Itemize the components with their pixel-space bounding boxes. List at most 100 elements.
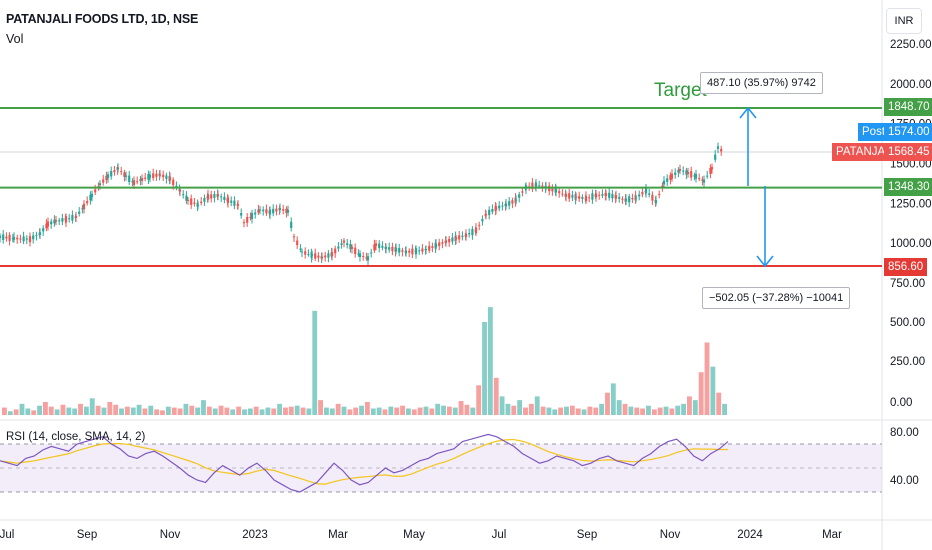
candle-body [123, 172, 126, 177]
candle-body [110, 170, 113, 177]
candle-body [50, 221, 53, 225]
candle-body [404, 250, 408, 254]
volume-bar [25, 408, 31, 415]
candle-body [474, 227, 478, 234]
volume-bar [2, 407, 7, 415]
candle-body [685, 170, 688, 175]
candle-body [45, 223, 48, 229]
candle-body [190, 198, 193, 205]
candle-body [148, 174, 152, 178]
candle-body [132, 180, 136, 186]
rsi-tick-label: 80.00 [890, 427, 919, 439]
candle-body [678, 168, 682, 171]
candle-body [265, 209, 268, 214]
candle-body [346, 243, 349, 246]
pane-backgrounds [0, 444, 882, 492]
candle-body [451, 237, 454, 242]
candle-body [448, 238, 451, 243]
volume-bar [89, 398, 95, 415]
symbol-title[interactable]: PATANJALI FOODS LTD, 1D, NSE [6, 12, 199, 26]
volume-bar [499, 396, 505, 415]
target-label: Target [654, 80, 707, 101]
candle-body [391, 246, 394, 252]
volume-bar [101, 407, 107, 415]
candle-body [702, 179, 706, 183]
volume-bar [177, 408, 183, 415]
candle-body [611, 193, 614, 199]
candle-body [714, 154, 717, 160]
candle-body [654, 200, 658, 204]
volume-bar [341, 406, 347, 415]
candle-body [78, 211, 81, 214]
volume-bar [651, 409, 657, 415]
time-tick-label: Nov [160, 529, 181, 541]
volume-bar [446, 406, 452, 415]
candle-body [398, 248, 401, 253]
candle-body [648, 193, 651, 195]
volume-bar [476, 385, 482, 415]
volume-bar [710, 366, 716, 415]
price-tick-label: 2250.00 [890, 39, 932, 51]
candle-body [384, 247, 388, 249]
volume-bar [165, 406, 171, 415]
candle-body [424, 249, 428, 251]
volume-bar [95, 405, 101, 415]
candle-body [61, 218, 64, 222]
candle-body [275, 208, 278, 212]
up-measure-label: 487.10 (35.97%) 9742 [700, 72, 823, 94]
candle-body [366, 256, 370, 261]
candle-body [561, 193, 564, 195]
currency-button[interactable]: INR [886, 8, 922, 34]
volume-bar [394, 407, 400, 415]
volume-bar [242, 409, 247, 415]
volume-tick-label: 500.00 [890, 317, 925, 329]
candle-body [193, 202, 196, 204]
volume-bar [411, 409, 417, 415]
candle-body [706, 175, 709, 177]
volume-bar [388, 406, 394, 415]
candle-body [220, 196, 223, 198]
candle-body [106, 174, 110, 179]
candle-body [258, 209, 262, 211]
candles [0, 142, 723, 265]
volume-bar [663, 406, 669, 415]
volume-bar [482, 322, 487, 415]
volume-label[interactable]: Vol [6, 32, 24, 46]
candle-body [444, 240, 448, 243]
candle-body [716, 146, 720, 149]
tag-last-price: 1568.45 [884, 143, 932, 161]
candle-body [152, 173, 155, 179]
candle-body [113, 170, 116, 173]
candle-body [19, 238, 22, 240]
candle-body [242, 222, 246, 224]
candle-body [401, 250, 404, 252]
candle-body [461, 235, 464, 237]
candle-body [709, 167, 712, 174]
volume-bar [259, 409, 265, 415]
volume-bar [552, 409, 558, 415]
price-tick-label: 1000.00 [890, 238, 932, 250]
candle-body [508, 201, 511, 206]
time-tick-label: Jul [492, 529, 507, 541]
candle-body [213, 194, 216, 198]
volume-bar [253, 406, 259, 415]
candle-body [669, 175, 672, 180]
candle-body [591, 193, 594, 200]
candle-body [478, 224, 481, 226]
volume-bar [458, 401, 464, 415]
volume-bar [646, 405, 651, 415]
volume-bar [359, 405, 364, 415]
candle-body [354, 247, 357, 254]
volume-bar [640, 408, 646, 415]
candle-body [216, 194, 220, 197]
volume-bar [78, 403, 83, 415]
volume-bar [704, 342, 710, 415]
volume-bar [452, 407, 458, 415]
rsi-sma-line [0, 438, 728, 485]
candle-body [38, 232, 42, 236]
candle-body [710, 167, 714, 170]
candle-body [698, 178, 701, 180]
volume-bar [66, 407, 72, 415]
volume-bar [324, 407, 329, 415]
